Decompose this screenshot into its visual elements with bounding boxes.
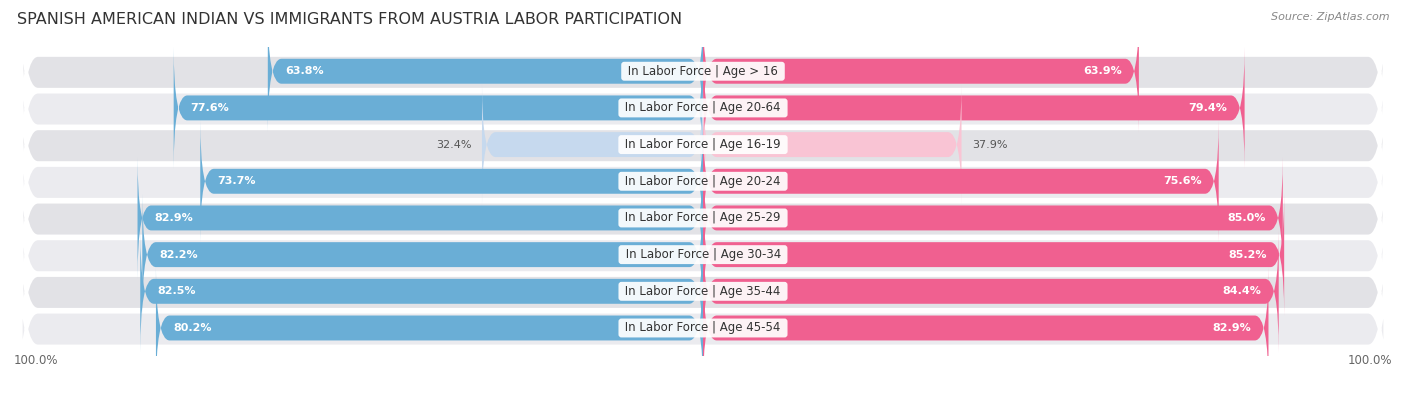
FancyBboxPatch shape [703, 120, 1219, 242]
Text: SPANISH AMERICAN INDIAN VS IMMIGRANTS FROM AUSTRIA LABOR PARTICIPATION: SPANISH AMERICAN INDIAN VS IMMIGRANTS FR… [17, 12, 682, 27]
Text: 63.8%: 63.8% [285, 66, 323, 76]
Legend: Spanish American Indian, Immigrants from Austria: Spanish American Indian, Immigrants from… [513, 394, 893, 395]
Text: 85.0%: 85.0% [1227, 213, 1265, 223]
Text: 100.0%: 100.0% [1347, 354, 1392, 367]
FancyBboxPatch shape [703, 267, 1268, 389]
FancyBboxPatch shape [703, 84, 962, 205]
Text: 37.9%: 37.9% [972, 139, 1007, 150]
FancyBboxPatch shape [174, 47, 703, 169]
FancyBboxPatch shape [141, 230, 703, 352]
FancyBboxPatch shape [21, 218, 1385, 367]
Text: 77.6%: 77.6% [191, 103, 229, 113]
FancyBboxPatch shape [703, 157, 1282, 279]
Text: 80.2%: 80.2% [173, 323, 211, 333]
Text: In Labor Force | Age 20-64: In Labor Force | Age 20-64 [621, 102, 785, 115]
FancyBboxPatch shape [703, 47, 1244, 169]
FancyBboxPatch shape [21, 0, 1385, 147]
Text: In Labor Force | Age > 16: In Labor Force | Age > 16 [624, 65, 782, 78]
Text: 73.7%: 73.7% [218, 176, 256, 186]
Text: In Labor Force | Age 35-44: In Labor Force | Age 35-44 [621, 285, 785, 298]
Text: In Labor Force | Age 25-29: In Labor Force | Age 25-29 [621, 211, 785, 224]
Text: In Labor Force | Age 45-54: In Labor Force | Age 45-54 [621, 322, 785, 335]
FancyBboxPatch shape [200, 120, 703, 242]
FancyBboxPatch shape [138, 157, 703, 279]
FancyBboxPatch shape [142, 194, 703, 316]
FancyBboxPatch shape [156, 267, 703, 389]
Text: 82.9%: 82.9% [1212, 323, 1251, 333]
Text: Source: ZipAtlas.com: Source: ZipAtlas.com [1271, 12, 1389, 22]
Text: In Labor Force | Age 20-24: In Labor Force | Age 20-24 [621, 175, 785, 188]
FancyBboxPatch shape [21, 35, 1385, 183]
FancyBboxPatch shape [21, 145, 1385, 293]
FancyBboxPatch shape [703, 10, 1139, 132]
Text: 85.2%: 85.2% [1229, 250, 1267, 260]
Text: 82.2%: 82.2% [159, 250, 198, 260]
FancyBboxPatch shape [703, 194, 1284, 316]
FancyBboxPatch shape [267, 10, 703, 132]
Text: 84.4%: 84.4% [1223, 286, 1261, 296]
FancyBboxPatch shape [21, 108, 1385, 257]
FancyBboxPatch shape [21, 71, 1385, 220]
Text: In Labor Force | Age 30-34: In Labor Force | Age 30-34 [621, 248, 785, 261]
Text: 82.9%: 82.9% [155, 213, 194, 223]
FancyBboxPatch shape [703, 230, 1278, 352]
Text: 63.9%: 63.9% [1083, 66, 1122, 76]
Text: 100.0%: 100.0% [14, 354, 59, 367]
FancyBboxPatch shape [21, 255, 1385, 395]
FancyBboxPatch shape [21, 181, 1385, 330]
FancyBboxPatch shape [482, 84, 703, 205]
Text: 75.6%: 75.6% [1163, 176, 1202, 186]
Text: 79.4%: 79.4% [1188, 103, 1227, 113]
Text: In Labor Force | Age 16-19: In Labor Force | Age 16-19 [621, 138, 785, 151]
Text: 32.4%: 32.4% [436, 139, 472, 150]
Text: 82.5%: 82.5% [157, 286, 195, 296]
